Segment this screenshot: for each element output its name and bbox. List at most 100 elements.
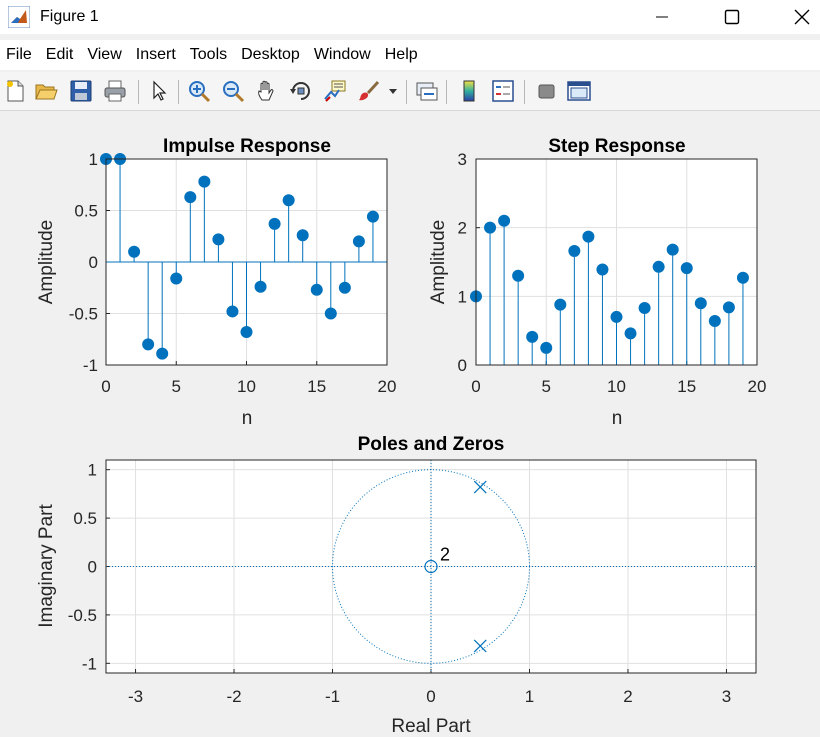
brush-button[interactable] bbox=[356, 78, 382, 104]
save-button[interactable] bbox=[68, 78, 94, 104]
x-tick-label: 0 bbox=[101, 377, 110, 396]
stem-point bbox=[296, 229, 309, 242]
y-tick-label: 2 bbox=[458, 219, 467, 238]
x-tick-label: 10 bbox=[237, 377, 256, 396]
step-response-axes[interactable]: 0 5 10 15 20 0 1 2 3 Step Response n Amp… bbox=[428, 136, 766, 429]
show-plot-tools-icon bbox=[567, 81, 591, 101]
x-tick-label: 10 bbox=[607, 377, 626, 396]
y-axis-label: Imaginary Part bbox=[36, 504, 57, 628]
hide-plot-tools-icon bbox=[538, 84, 555, 99]
menu-insert[interactable]: Insert bbox=[135, 46, 176, 63]
menu-view[interactable]: View bbox=[87, 46, 122, 63]
menu-desktop[interactable]: Desktop bbox=[241, 46, 300, 63]
menu-bar: File Edit View Insert Tools Desktop Wind… bbox=[0, 40, 820, 70]
stem-point bbox=[324, 307, 337, 320]
unit-circle bbox=[332, 469, 530, 664]
stem-point bbox=[568, 245, 581, 258]
stem-point bbox=[282, 194, 295, 207]
data-cursor-button[interactable] bbox=[322, 78, 348, 104]
x-tick-label: 15 bbox=[677, 377, 696, 396]
new-figure-button[interactable] bbox=[2, 78, 28, 104]
tick-labels: 0 5 10 15 20 0 1 2 3 bbox=[458, 150, 767, 396]
toolbar-separator bbox=[138, 80, 139, 104]
stem-series bbox=[100, 153, 387, 360]
y-tick-label: 0.5 bbox=[74, 202, 98, 221]
y-tick-label: 0 bbox=[89, 253, 98, 272]
toolbar-separator bbox=[406, 80, 407, 104]
stem-point bbox=[694, 297, 707, 310]
stem-point bbox=[722, 301, 735, 314]
link-plot-button[interactable] bbox=[414, 78, 440, 104]
print-icon bbox=[104, 80, 126, 102]
stem-point bbox=[352, 235, 365, 248]
stem-point bbox=[652, 260, 665, 273]
stem-point bbox=[198, 175, 211, 188]
y-tick-label: -1 bbox=[82, 654, 97, 673]
x-tick-label: 5 bbox=[542, 377, 551, 396]
title-bar: Figure 1 bbox=[0, 0, 820, 34]
x-tick-label: -2 bbox=[226, 687, 241, 706]
x-axis-label: n bbox=[612, 408, 623, 429]
zero-marker bbox=[424, 559, 438, 574]
pointer-button[interactable] bbox=[146, 78, 172, 104]
axes-box bbox=[105, 158, 388, 366]
insert-legend-button[interactable] bbox=[490, 78, 516, 104]
hide-plot-tools-button[interactable] bbox=[534, 78, 560, 104]
stem-point bbox=[484, 221, 497, 234]
print-button[interactable] bbox=[102, 78, 128, 104]
brush-dropdown-icon bbox=[389, 89, 397, 94]
stem-series bbox=[470, 214, 749, 365]
link-plot-icon bbox=[416, 82, 438, 101]
stem-point bbox=[254, 280, 267, 293]
save-icon bbox=[70, 80, 92, 102]
plots-svg: 0 5 10 15 20 -1 -0.5 0 0.5 1 Impulse Res… bbox=[36, 136, 766, 737]
stem-point bbox=[736, 271, 749, 284]
x-tick-label: 15 bbox=[307, 377, 326, 396]
brush-dropdown-button[interactable] bbox=[386, 78, 400, 104]
stem-point bbox=[582, 230, 595, 243]
rotate-3d-button[interactable] bbox=[288, 78, 314, 104]
y-tick-label: 1 bbox=[458, 287, 467, 306]
y-tick-label: 0.5 bbox=[73, 509, 97, 528]
insert-colorbar-button[interactable] bbox=[456, 78, 482, 104]
menu-edit[interactable]: Edit bbox=[45, 46, 74, 63]
tick-labels: 0 5 10 15 20 -1 -0.5 0 0.5 1 bbox=[69, 150, 397, 396]
pole-marker bbox=[473, 480, 487, 494]
x-tick-label: 20 bbox=[748, 377, 767, 396]
menu-file[interactable]: File bbox=[6, 46, 32, 63]
stem-point bbox=[366, 210, 379, 223]
show-plot-tools-button[interactable] bbox=[566, 78, 592, 104]
zoom-out-button[interactable] bbox=[220, 78, 246, 104]
minimize-button[interactable] bbox=[633, 0, 691, 34]
impulse-response-axes[interactable]: 0 5 10 15 20 -1 -0.5 0 0.5 1 Impulse Res… bbox=[36, 136, 396, 429]
y-tick-label: 1 bbox=[89, 150, 98, 169]
stem-point bbox=[526, 330, 539, 343]
figure-toolbar bbox=[0, 72, 820, 111]
x-tick-label: -1 bbox=[325, 687, 340, 706]
y-tick-label: -1 bbox=[83, 356, 98, 375]
zoom-in-button[interactable] bbox=[186, 78, 212, 104]
minimize-icon bbox=[656, 16, 668, 18]
menu-tools[interactable]: Tools bbox=[189, 46, 228, 63]
y-tick-label: 3 bbox=[458, 150, 467, 169]
close-button[interactable] bbox=[773, 0, 820, 34]
menu-help[interactable]: Help bbox=[384, 46, 418, 63]
menu-window[interactable]: Window bbox=[313, 46, 371, 63]
x-tick-label: 2 bbox=[623, 687, 632, 706]
open-file-button[interactable] bbox=[33, 78, 59, 104]
stem-point bbox=[554, 298, 567, 311]
stem-point bbox=[498, 214, 511, 227]
stem-point bbox=[170, 272, 183, 285]
stem-point bbox=[540, 341, 553, 354]
stem-point bbox=[240, 326, 253, 339]
pan-button[interactable] bbox=[254, 78, 280, 104]
stem-point bbox=[624, 327, 637, 340]
insert-legend-icon bbox=[492, 80, 514, 102]
pointer-icon bbox=[153, 80, 167, 101]
x-axis-label: n bbox=[242, 408, 253, 429]
pole-zero-axes[interactable]: -3 -2 -1 0 1 2 3 -1 -0.5 0 0.5 1 2 Poles… bbox=[36, 434, 757, 737]
data-cursor-icon bbox=[324, 80, 346, 102]
maximize-button[interactable] bbox=[703, 0, 761, 34]
x-tick-label: 3 bbox=[722, 687, 731, 706]
chart-title: Impulse Response bbox=[163, 136, 331, 157]
